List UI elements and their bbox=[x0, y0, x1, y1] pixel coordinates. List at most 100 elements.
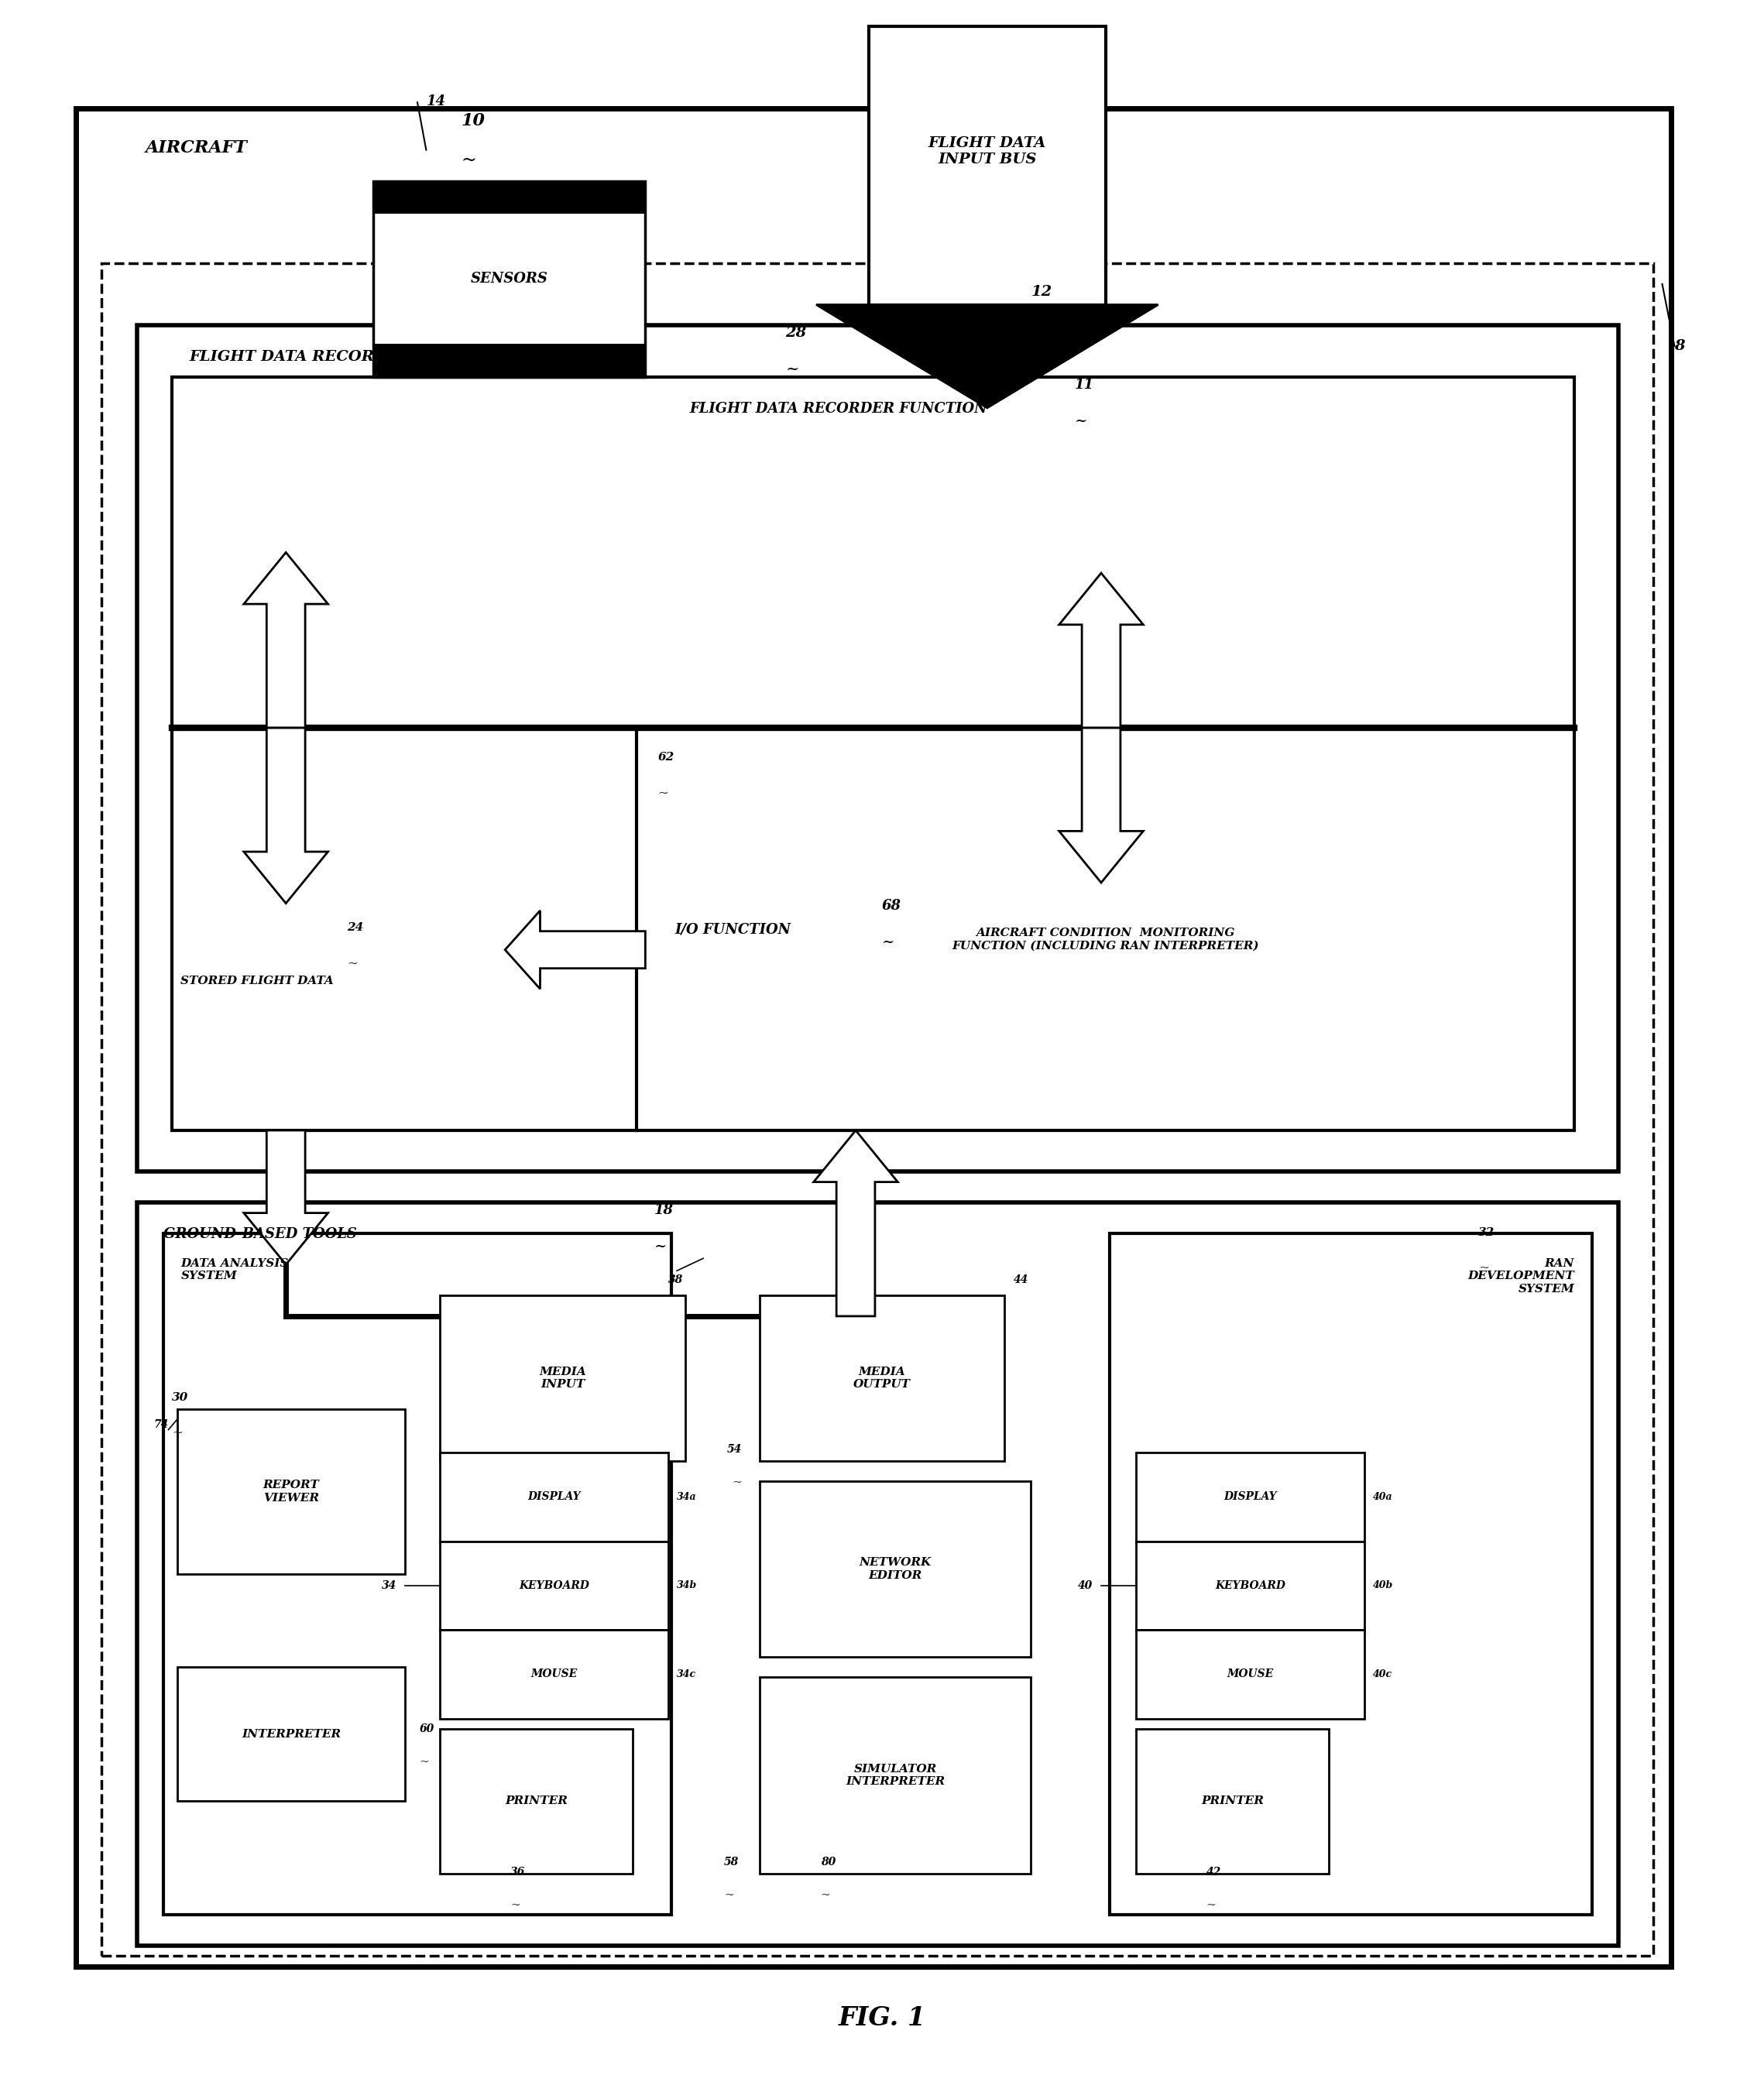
Text: ~: ~ bbox=[460, 151, 476, 170]
Text: ~: ~ bbox=[658, 786, 669, 799]
Text: ~: ~ bbox=[820, 1890, 831, 1901]
Bar bbox=[759, 1677, 1030, 1874]
Text: ~: ~ bbox=[420, 1758, 429, 1768]
FancyArrow shape bbox=[243, 552, 328, 728]
Text: ~: ~ bbox=[732, 1477, 741, 1488]
Text: 54: 54 bbox=[727, 1444, 741, 1455]
Text: MEDIA
OUTPUT: MEDIA OUTPUT bbox=[854, 1367, 910, 1390]
Bar bbox=[171, 378, 1575, 1131]
Text: 30: 30 bbox=[171, 1392, 189, 1403]
Text: FLIGHT DATA RECORDER FUNCTION: FLIGHT DATA RECORDER FUNCTION bbox=[690, 403, 988, 415]
Text: 34c: 34c bbox=[677, 1668, 697, 1679]
Text: 40: 40 bbox=[1078, 1581, 1092, 1592]
Text: 14: 14 bbox=[427, 95, 446, 108]
Bar bbox=[759, 1295, 1005, 1461]
Bar bbox=[162, 1235, 672, 1915]
Text: 34b: 34b bbox=[677, 1581, 697, 1592]
Bar bbox=[138, 326, 1618, 1172]
Text: 34a: 34a bbox=[677, 1492, 697, 1502]
Bar bbox=[441, 1542, 669, 1631]
Text: PRINTER: PRINTER bbox=[505, 1795, 568, 1807]
Text: FLIGHT DATA
INPUT BUS: FLIGHT DATA INPUT BUS bbox=[928, 137, 1046, 166]
Text: AIRCRAFT: AIRCRAFT bbox=[146, 139, 247, 156]
Text: ~: ~ bbox=[785, 363, 799, 378]
Text: MEDIA
INPUT: MEDIA INPUT bbox=[540, 1367, 586, 1390]
Text: 42: 42 bbox=[1207, 1868, 1221, 1878]
Bar bbox=[138, 1203, 1618, 1946]
FancyArrow shape bbox=[243, 728, 328, 903]
Text: 10: 10 bbox=[460, 112, 485, 129]
Text: 80: 80 bbox=[820, 1857, 836, 1868]
Text: 34: 34 bbox=[381, 1581, 397, 1592]
Bar bbox=[374, 344, 646, 378]
Text: GROUND-BASED TOOLS: GROUND-BASED TOOLS bbox=[162, 1228, 356, 1241]
Text: 40b: 40b bbox=[1372, 1581, 1394, 1592]
Bar bbox=[759, 1482, 1030, 1656]
Text: PRINTER: PRINTER bbox=[1201, 1795, 1265, 1807]
Text: KEYBOARD: KEYBOARD bbox=[519, 1581, 589, 1592]
Text: 18: 18 bbox=[654, 1203, 674, 1218]
Text: SENSORS: SENSORS bbox=[471, 272, 549, 286]
Text: 44: 44 bbox=[1014, 1274, 1028, 1284]
Text: 40a: 40a bbox=[1372, 1492, 1394, 1502]
FancyArrow shape bbox=[505, 911, 646, 990]
Text: ~: ~ bbox=[1074, 415, 1088, 427]
Text: 40c: 40c bbox=[1372, 1668, 1392, 1679]
FancyArrow shape bbox=[243, 1131, 328, 1264]
Text: 38: 38 bbox=[669, 1274, 683, 1284]
Text: DISPLAY: DISPLAY bbox=[1224, 1492, 1277, 1502]
Text: ~: ~ bbox=[654, 1239, 667, 1253]
Text: 74: 74 bbox=[153, 1419, 168, 1430]
Text: 28: 28 bbox=[785, 326, 806, 340]
Text: ~: ~ bbox=[510, 1901, 520, 1911]
Text: ~: ~ bbox=[171, 1426, 183, 1438]
Text: FLIGHT DATA RECORDER: FLIGHT DATA RECORDER bbox=[189, 351, 411, 363]
Bar bbox=[374, 181, 646, 378]
Text: AIRCRAFT CONDITION  MONITORING
FUNCTION (INCLUDING RAN INTERPRETER): AIRCRAFT CONDITION MONITORING FUNCTION (… bbox=[953, 928, 1259, 950]
Bar bbox=[176, 1409, 406, 1575]
Text: ~: ~ bbox=[348, 957, 358, 969]
Bar bbox=[1136, 1728, 1328, 1874]
Text: 60: 60 bbox=[420, 1724, 434, 1735]
Bar bbox=[441, 1728, 633, 1874]
Text: 11: 11 bbox=[1074, 378, 1094, 392]
Bar bbox=[1136, 1631, 1364, 1718]
Text: 62: 62 bbox=[658, 751, 674, 764]
Text: ~: ~ bbox=[1030, 322, 1044, 336]
Bar bbox=[441, 1452, 669, 1542]
Text: ~: ~ bbox=[1207, 1901, 1215, 1911]
Bar bbox=[441, 1295, 686, 1461]
Bar bbox=[176, 1666, 406, 1801]
Text: ~: ~ bbox=[882, 936, 894, 948]
Text: KEYBOARD: KEYBOARD bbox=[1215, 1581, 1286, 1592]
Text: ~: ~ bbox=[725, 1890, 734, 1901]
FancyArrow shape bbox=[813, 1131, 898, 1316]
Text: 8: 8 bbox=[1674, 338, 1685, 353]
Text: DISPLAY: DISPLAY bbox=[527, 1492, 580, 1502]
Text: I/O FUNCTION: I/O FUNCTION bbox=[676, 921, 790, 936]
Text: 12: 12 bbox=[1030, 284, 1051, 299]
Text: 36: 36 bbox=[510, 1868, 526, 1878]
Bar bbox=[1136, 1452, 1364, 1542]
Bar bbox=[1136, 1542, 1364, 1631]
Text: MOUSE: MOUSE bbox=[1226, 1668, 1274, 1681]
Text: 24: 24 bbox=[348, 923, 363, 934]
Text: 32: 32 bbox=[1478, 1226, 1494, 1237]
Text: DATA ANALYSIS
SYSTEM: DATA ANALYSIS SYSTEM bbox=[180, 1257, 289, 1282]
FancyArrow shape bbox=[1058, 573, 1143, 728]
Text: REPORT
VIEWER: REPORT VIEWER bbox=[263, 1479, 319, 1502]
Text: RAN
DEVELOPMENT
SYSTEM: RAN DEVELOPMENT SYSTEM bbox=[1468, 1257, 1575, 1295]
FancyArrow shape bbox=[1058, 728, 1143, 882]
Bar bbox=[441, 1631, 669, 1718]
Text: SIMULATOR
INTERPRETER: SIMULATOR INTERPRETER bbox=[845, 1764, 946, 1787]
Polygon shape bbox=[817, 305, 1159, 409]
Bar bbox=[374, 181, 646, 214]
Text: INTERPRETER: INTERPRETER bbox=[242, 1728, 340, 1739]
Text: 68: 68 bbox=[882, 898, 901, 913]
Text: 58: 58 bbox=[725, 1857, 739, 1868]
Bar bbox=[102, 264, 1653, 1957]
Text: STORED FLIGHT DATA: STORED FLIGHT DATA bbox=[180, 975, 333, 986]
Text: ~: ~ bbox=[1478, 1260, 1489, 1274]
Text: MOUSE: MOUSE bbox=[531, 1668, 577, 1681]
Text: NETWORK
EDITOR: NETWORK EDITOR bbox=[859, 1558, 931, 1581]
